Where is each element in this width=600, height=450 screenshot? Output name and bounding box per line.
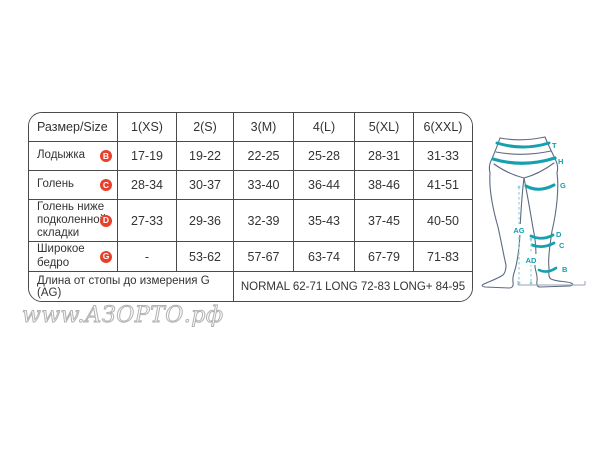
header-size-m: 3(M) [234, 113, 294, 142]
length-long: LONG 72-83 [325, 280, 391, 293]
footer-length-label: Длина от стопы до измерения G (AG) [29, 272, 234, 301]
header-size-xs: 1(XS) [118, 113, 177, 142]
measurement-bands-icon [491, 141, 558, 273]
marker-g-badge: G [100, 250, 112, 263]
label-calf-c: C [559, 241, 565, 250]
label-ankle-b: B [562, 265, 568, 274]
length-line-dots [517, 185, 533, 285]
calf-label-text: Голень [37, 178, 75, 191]
thigh-value: 67-79 [355, 242, 414, 272]
row-ankle-label: Лодыжка B [29, 142, 118, 171]
thigh-value: 53-62 [177, 242, 234, 272]
label-hip-h: H [558, 157, 563, 166]
marker-b-badge: B [100, 150, 112, 162]
ankle-value: 22-25 [234, 142, 294, 171]
below-knee-value: 32-39 [234, 200, 294, 242]
header-size-text: Размер/Size [37, 119, 108, 134]
row-thigh-label: Широкое бедро G [29, 242, 118, 272]
label-length-ad: AD [526, 256, 537, 265]
leg-measurement-diagram: T H G D C B AG AD [481, 136, 586, 289]
floor-line [517, 281, 586, 286]
below-knee-value: 29-36 [177, 200, 234, 242]
ankle-value: 25-28 [294, 142, 355, 171]
calf-value: 30-37 [177, 171, 234, 200]
header-size-s: 2(S) [177, 113, 234, 142]
ag-label-bg [511, 224, 527, 235]
below-knee-label-text: Голень ниже подколенной складки [37, 200, 107, 240]
below-knee-value: 35-43 [294, 200, 355, 242]
watermark: www.АЗОРТО.рф [22, 303, 224, 329]
length-normal: NORMAL 62-71 [240, 280, 323, 293]
ankle-value: 28-31 [355, 142, 414, 171]
below-knee-value: 37-45 [355, 200, 414, 242]
thigh-label-text: Широкое бедро [37, 243, 85, 269]
label-below-knee-d: D [556, 230, 562, 239]
label-length-ag: AG [513, 226, 524, 235]
footer-length-options: NORMAL 62-71 LONG 72-83 LONG+ 84-95 [234, 272, 472, 301]
ankle-value: 31-33 [414, 142, 472, 171]
row-below-knee-label: Голень ниже подколенной складки D [29, 200, 118, 242]
header-size-label: Размер/Size [29, 113, 118, 142]
header-size-l: 4(L) [294, 113, 355, 142]
size-table: Размер/Size 1(XS) 2(S) 3(M) 4(L) 5(XL) 6… [28, 112, 473, 302]
thigh-value: - [118, 242, 177, 272]
ankle-value: 17-19 [118, 142, 177, 171]
ad-label-bg [523, 254, 539, 265]
calf-value: 33-40 [234, 171, 294, 200]
below-knee-value: 27-33 [118, 200, 177, 242]
ankle-label-text: Лодыжка [37, 149, 86, 162]
row-calf-label: Голень C [29, 171, 118, 200]
label-thigh-g: G [560, 181, 566, 190]
label-waist-t: T [552, 141, 557, 150]
calf-value: 38-46 [355, 171, 414, 200]
calf-value: 28-34 [118, 171, 177, 200]
thigh-value: 71-83 [414, 242, 472, 272]
length-long-plus: LONG+ 84-95 [393, 280, 466, 293]
calf-value: 36-44 [294, 171, 355, 200]
thigh-value: 57-67 [234, 242, 294, 272]
marker-c-badge: C [100, 179, 112, 191]
marker-d-badge: D [100, 214, 112, 227]
ankle-value: 19-22 [177, 142, 234, 171]
thigh-value: 63-74 [294, 242, 355, 272]
below-knee-value: 40-50 [414, 200, 472, 242]
header-size-xl: 5(XL) [355, 113, 414, 142]
header-size-xxl: 6(XXL) [414, 113, 472, 142]
calf-value: 41-51 [414, 171, 472, 200]
